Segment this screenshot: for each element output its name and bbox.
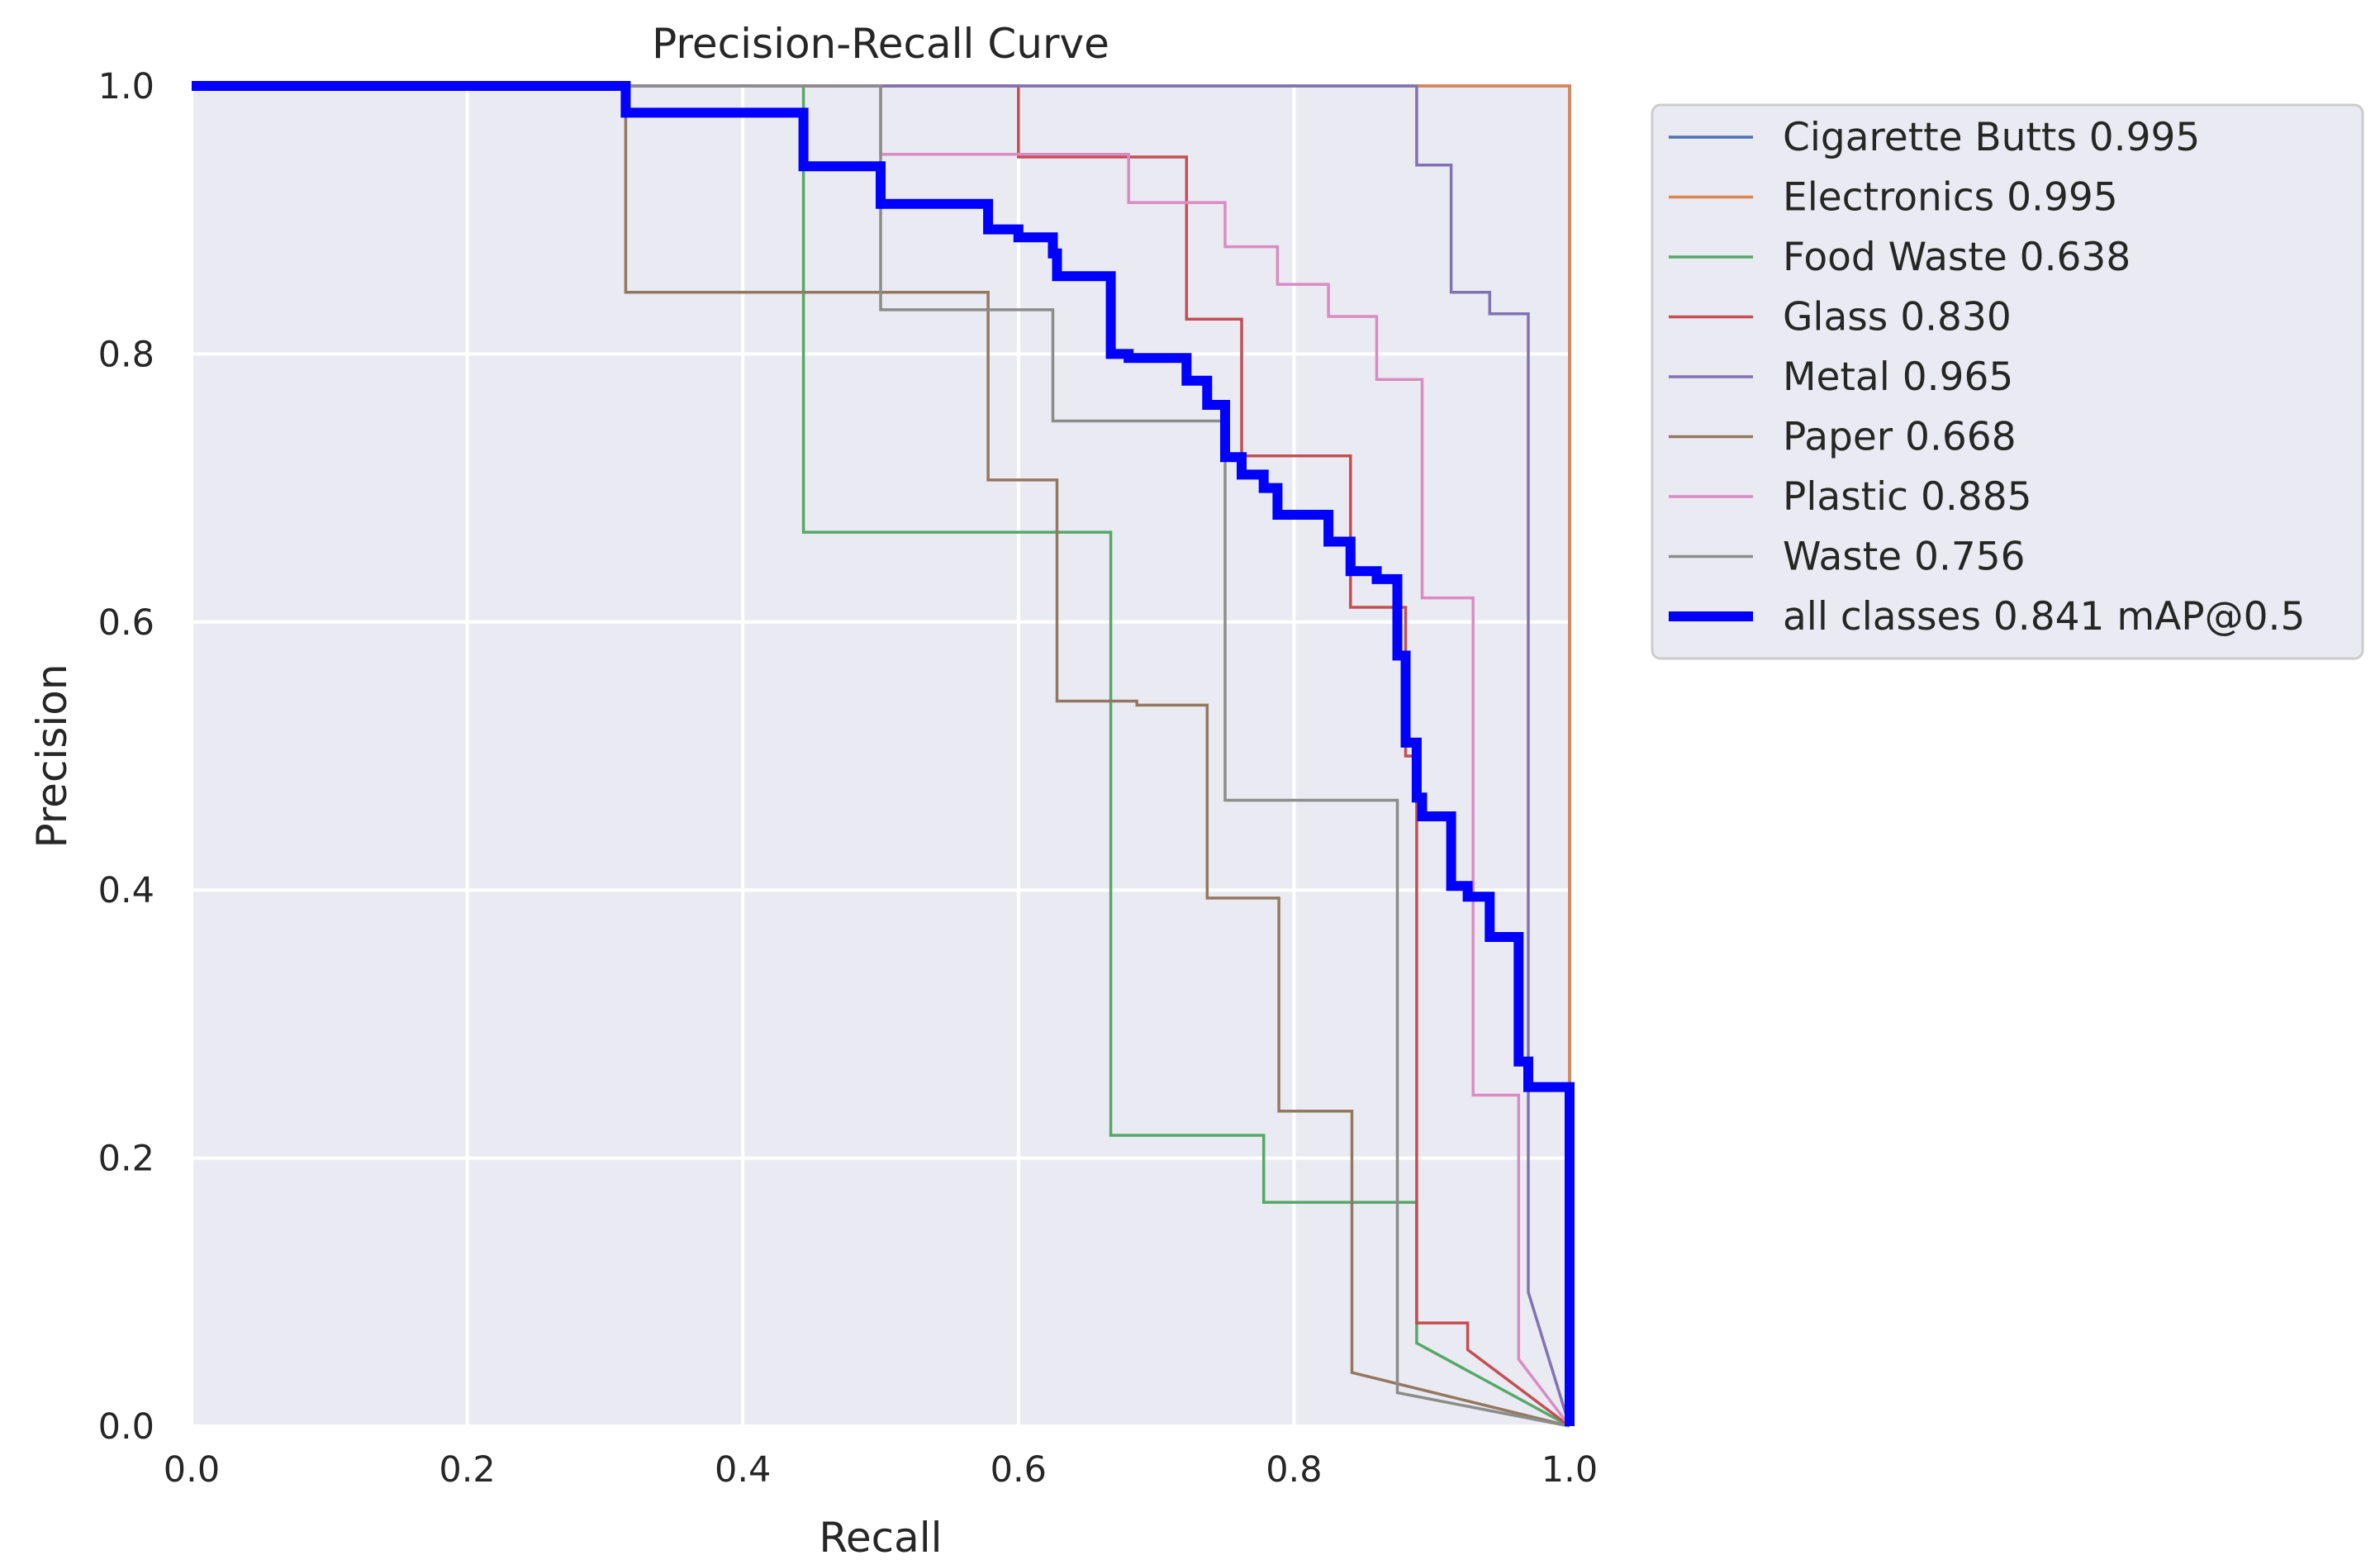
- legend-label: Paper 0.668: [1783, 415, 2017, 460]
- x-tick-labels: 0.0 0.2 0.4 0.6 0.8 1.0: [164, 1449, 1598, 1491]
- legend-label: Food Waste 0.638: [1783, 235, 2131, 280]
- y-axis-title: Precision: [28, 663, 76, 848]
- y-tick-label: 1.0: [98, 66, 154, 107]
- series-line-plastic-0-885: [192, 84, 1571, 1428]
- x-axis-title: Recall: [819, 1514, 942, 1560]
- series-line-paper-0-668: [192, 84, 1570, 1428]
- legend-label: Metal 0.965: [1783, 354, 2013, 400]
- series-line-glass-0-830: [192, 84, 1571, 1428]
- x-tick-label: 1.0: [1542, 1449, 1598, 1491]
- legend: Cigarette Butts 0.995 Electronics 0.995 Fo…: [1651, 103, 2364, 660]
- legend-label: all classes 0.841 mAP@0.5: [1783, 594, 2305, 640]
- y-tick-label: 0.2: [98, 1139, 154, 1180]
- x-tick-label: 0.0: [164, 1449, 220, 1491]
- legend-box: [1651, 103, 2364, 660]
- x-tick-label: 0.8: [1266, 1449, 1322, 1491]
- legend-label: Electronics 0.995: [1783, 175, 2118, 221]
- legend-label: Glass 0.830: [1783, 295, 2012, 340]
- x-tick-label: 0.6: [990, 1449, 1047, 1491]
- y-tick-label: 0.6: [98, 602, 154, 644]
- legend-label: Cigarette Butts 0.995: [1783, 115, 2200, 160]
- y-tick-label: 0.0: [98, 1406, 154, 1448]
- chart-title: Precision-Recall Curve: [652, 20, 1109, 68]
- series-layer: [192, 81, 1575, 1428]
- y-tick-labels: 0.0 0.2 0.4 0.6 0.8 1.0: [98, 66, 154, 1448]
- series-line-all-classes-0-841-map-0-5: [192, 81, 1575, 1426]
- x-tick-label: 0.4: [715, 1449, 771, 1491]
- series-line-metal-0-965: [192, 84, 1571, 1427]
- y-tick-label: 0.4: [98, 870, 154, 911]
- x-tick-label: 0.2: [439, 1449, 495, 1491]
- grid-lines: [190, 84, 1571, 1428]
- legend-label: Waste 0.756: [1783, 535, 2026, 580]
- legend-label: Plastic 0.885: [1783, 474, 2032, 520]
- y-tick-label: 0.8: [98, 334, 154, 375]
